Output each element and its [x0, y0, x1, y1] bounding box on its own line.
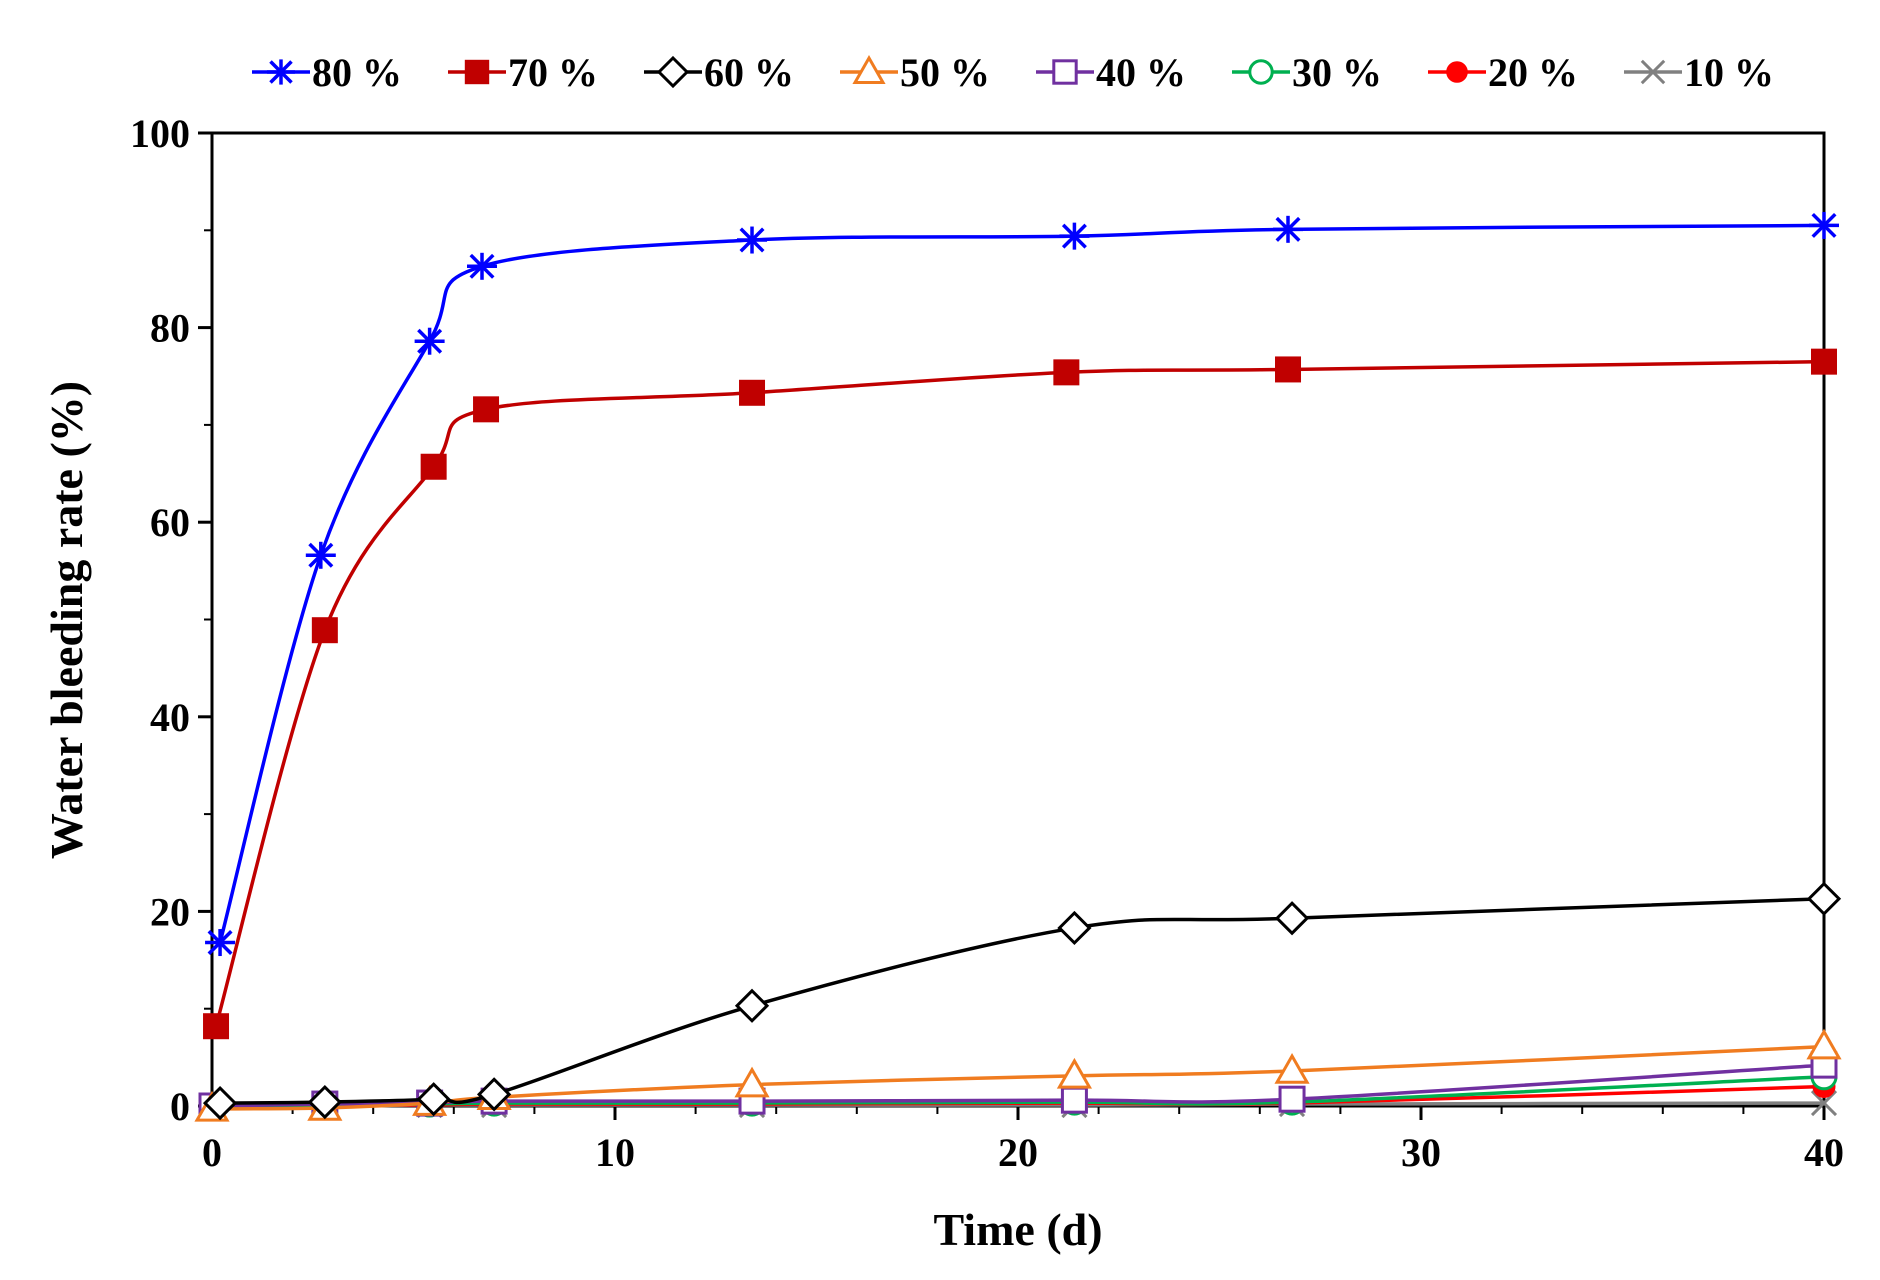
legend-item-30pct: 30 % [1232, 50, 1382, 95]
data-point-70pct [739, 379, 766, 406]
series-80pct [205, 211, 1839, 957]
data-point-80pct [1059, 222, 1090, 250]
data-point-70pct [1053, 359, 1080, 386]
data-point-legend-50pct [852, 54, 886, 84]
data-point-legend-20pct [1446, 61, 1468, 83]
y-axis-title: Water bleeding rate (%) [41, 381, 92, 859]
legend-label: 70 % [508, 50, 598, 95]
data-point-70pct [203, 1013, 230, 1040]
data-point-70pct [420, 453, 447, 480]
legend-label: 30 % [1292, 50, 1382, 95]
y-tick-label: 100 [130, 111, 190, 156]
data-point-70pct [311, 617, 338, 644]
data-point-legend-30pct [1248, 59, 1274, 85]
data-point-60pct [1274, 901, 1310, 936]
data-point-80pct [1809, 211, 1839, 239]
x-tick-label: 0 [202, 1130, 222, 1175]
data-point-80pct [1273, 215, 1304, 243]
series-line-60pct [220, 897, 1825, 1105]
data-point-40pct [1278, 1085, 1306, 1113]
series-60pct [202, 881, 1842, 1121]
axes-layer: 0 10 20 30 40 0 20 40 60 80 100 [130, 111, 1844, 1175]
y-tick-label: 80 [150, 306, 190, 351]
y-tick-label: 0 [170, 1084, 190, 1129]
data-point-50pct [1806, 1028, 1842, 1060]
legend: 80 % 70 % 60 % 50 % 40 % 30 % 20 % 10 % [252, 50, 1774, 95]
legend-item-50pct: 50 % [840, 50, 990, 95]
data-point-80pct [205, 929, 236, 957]
data-point-80pct [737, 226, 768, 254]
data-point-50pct [1274, 1052, 1310, 1084]
data-point-60pct [1806, 881, 1842, 916]
data-point-80pct [414, 327, 445, 355]
series-line-50pct [211, 1044, 1825, 1111]
series-line-40pct [211, 1063, 1825, 1108]
data-point-60pct [476, 1077, 512, 1112]
data-point-70pct [473, 396, 500, 423]
data-point-60pct [416, 1082, 451, 1117]
y-tick-label: 20 [150, 889, 190, 934]
x-tick-label: 20 [998, 1130, 1038, 1175]
legend-label: 80 % [312, 50, 402, 95]
y-tick-label: 40 [150, 695, 190, 740]
data-point-50pct [1056, 1057, 1093, 1089]
data-point-70pct [1811, 348, 1837, 375]
data-point-legend-70pct [464, 59, 490, 85]
legend-label: 60 % [704, 50, 794, 95]
legend-label: 50 % [900, 50, 990, 95]
data-point-legend-60pct [656, 55, 690, 89]
legend-item-80pct: 80 % [252, 50, 402, 95]
data-point-legend-40pct [1052, 59, 1078, 85]
data-point-70pct [1275, 356, 1302, 383]
legend-item-40pct: 40 % [1036, 50, 1186, 95]
data-point-50pct [734, 1066, 770, 1098]
data-point-legend-10pct [1640, 59, 1666, 85]
data-point-legend-80pct [267, 59, 295, 85]
data-point-80pct [305, 541, 336, 569]
plot-area [210, 131, 1826, 1108]
legend-label: 20 % [1488, 50, 1578, 95]
series-70pct [203, 348, 1837, 1040]
series-layer [194, 211, 1842, 1122]
data-point-60pct [1057, 910, 1092, 946]
y-tick-label: 60 [150, 500, 190, 545]
data-point-80pct [467, 252, 498, 280]
data-point-60pct [202, 1085, 238, 1121]
legend-item-70pct: 70 % [448, 50, 598, 95]
x-tick-label: 40 [1804, 1130, 1844, 1175]
legend-item-10pct: 10 % [1624, 50, 1774, 95]
data-point-40pct [1060, 1086, 1088, 1114]
data-point-60pct [734, 988, 770, 1023]
legend-label: 40 % [1096, 50, 1186, 95]
x-tick-label: 10 [595, 1130, 635, 1175]
x-axis-title: Time (d) [933, 1204, 1102, 1255]
data-point-10pct [1810, 1090, 1838, 1117]
data-point-60pct [307, 1084, 342, 1120]
x-tick-label: 30 [1401, 1130, 1441, 1175]
legend-item-20pct: 20 % [1428, 50, 1578, 95]
legend-item-60pct: 60 % [644, 50, 794, 95]
legend-label: 10 % [1684, 50, 1774, 95]
